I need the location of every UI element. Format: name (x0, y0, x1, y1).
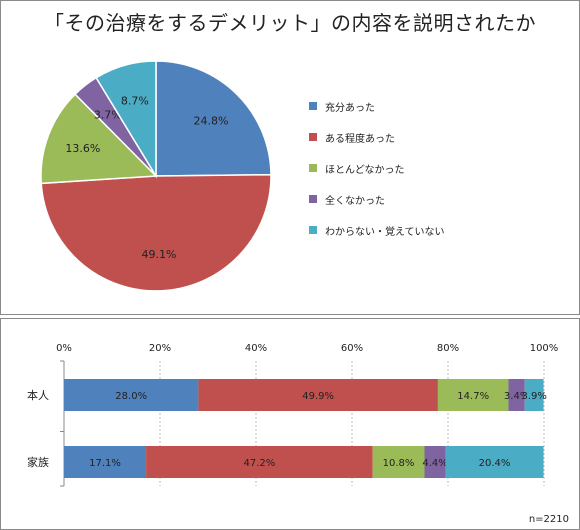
bar-segment (424, 446, 446, 478)
legend-label: わからない・覚えていない (325, 227, 445, 238)
bar-segment (64, 379, 199, 411)
bar-value-label: 49.9% (302, 391, 334, 402)
legend-swatch (309, 133, 317, 141)
bar-segment (146, 446, 373, 478)
stacked-bar-chart: 0% 20% 40% 60% 80% 100% 本人 28.0% 49.9% 14.7% 3.4%3… (27, 343, 559, 487)
x-tick-label: 40% (245, 343, 267, 354)
bar-value-label: 14.7% (457, 391, 489, 402)
bar-chart-panel: 0% 20% 40% 60% 80% 100% 本人 28.0% 49.9% 14.7% 3.4% 3… (0, 318, 580, 530)
pie-slice-label: 13.6% (65, 142, 100, 155)
pie-chart-panel: 「その治療をするデメリット」の内容を説明されたか 24.8% 49.1% 13.6%… (0, 0, 580, 315)
bar-value-label: 10.8% (383, 458, 415, 469)
bar-value-label: 47.2% (243, 458, 275, 469)
category-label: 本人 (27, 388, 49, 402)
x-tick-label: 0% (56, 343, 72, 354)
legend-label: ある程度あった (325, 134, 395, 145)
bar-segment (524, 379, 544, 411)
category-label: 家族 (27, 455, 49, 469)
pie-slice (95, 60, 157, 179)
bar-segment (372, 446, 425, 478)
pie-chart: 24.8% 49.1% 13.6% 3.7%8.7% (40, 60, 272, 292)
bar-segment (508, 379, 525, 411)
pie-slice (40, 173, 272, 292)
pie-slice-label: 8.7% (121, 95, 149, 108)
bar-segment (437, 379, 509, 411)
pie-slice-label: 3.7% (94, 108, 122, 121)
bar-value-label: 3.4% (504, 391, 529, 402)
legend-swatch (309, 195, 317, 203)
bar-value-label: 20.4% (479, 458, 511, 469)
bar-value-label: 4.4% (422, 458, 447, 469)
legend-label: 充分あった (325, 103, 375, 114)
bar-value-label: 3.9% (521, 391, 546, 402)
bar-segment (64, 446, 147, 478)
pie-slice-label: 49.1% (142, 248, 177, 261)
bar-segment (445, 446, 544, 478)
pie-slice (155, 60, 272, 177)
x-tick-label: 100% (530, 343, 559, 354)
legend-swatch (309, 226, 317, 234)
x-tick-label: 20% (149, 343, 171, 354)
x-tick-label: 60% (341, 343, 363, 354)
pie-slice-label: 24.8% (194, 114, 229, 127)
legend-label: 全くなかった (325, 196, 385, 207)
legend-swatch (309, 164, 317, 172)
bar-segment (198, 379, 438, 411)
bar-value-label: 28.0% (115, 391, 147, 402)
legend-swatch (309, 102, 317, 110)
x-tick-label: 80% (437, 343, 459, 354)
pie-slice (40, 93, 158, 185)
sample-size-note: n=2210 (528, 514, 569, 525)
legend-label: ほとんどなかった (325, 165, 405, 176)
chart-title: 「その治療をするデメリット」の内容を説明されたか (44, 11, 536, 35)
bar-value-label: 17.1% (89, 458, 121, 469)
